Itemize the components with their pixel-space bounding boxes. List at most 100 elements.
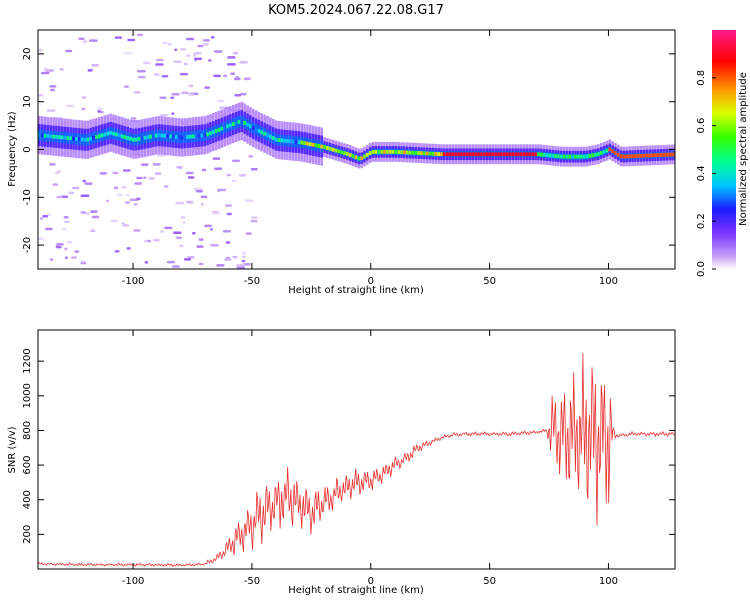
spectrogram-cell: [457, 152, 460, 157]
spectrogram-cell: [137, 137, 141, 141]
spectrogram-cell: [557, 154, 560, 159]
spectrogram-speckle: [230, 72, 236, 76]
spectrogram-cell: [383, 149, 386, 154]
spectrogram-cell: [109, 130, 112, 135]
spectrogram-speckle: [64, 256, 68, 260]
spectrogram-cell: [326, 146, 329, 150]
spectrogram-speckle: [129, 198, 139, 202]
spectrogram-cell: [297, 140, 301, 145]
spectrogram-cell: [306, 141, 309, 146]
spectrogram-speckle: [164, 226, 173, 230]
spectrogram-speckle: [121, 185, 127, 189]
spectrogram-cell: [360, 156, 363, 161]
spectrogram-speckle: [185, 171, 194, 175]
spectrogram-speckle: [241, 259, 246, 263]
spectrogram-speckle: [171, 112, 175, 115]
spectrogram-cell: [328, 146, 332, 151]
spectrogram-speckle: [251, 216, 258, 219]
spectrogram-cell: [206, 132, 209, 137]
spectrogram-cell: [551, 153, 555, 158]
spectrogram-cell: [568, 154, 572, 159]
spectrogram-speckle: [153, 238, 160, 242]
spectrogram-cell: [654, 153, 657, 158]
spectrogram-cell: [280, 138, 284, 143]
spectrogram-cell: [197, 133, 201, 138]
spectrogram-speckle: [57, 170, 61, 174]
spectrogram-cell: [622, 154, 626, 159]
spectrogram-cell: [92, 136, 95, 140]
x-tick-label: 100: [599, 276, 618, 287]
spectrogram-cell: [608, 147, 612, 152]
spectrogram-cell: [80, 137, 84, 142]
spectrogram-speckle: [234, 94, 242, 97]
spectrogram-cell: [183, 135, 187, 140]
spectrogram-cell: [243, 120, 246, 125]
spectrogram-cell: [639, 153, 643, 158]
spectrogram-cell: [525, 152, 529, 157]
spectrogram-cell: [277, 138, 281, 143]
spectrogram-speckle: [130, 117, 137, 120]
spectrogram-speckle: [243, 77, 251, 81]
colorbar-tick-label: 0.8: [696, 70, 707, 86]
spectrogram-speckle: [146, 239, 152, 243]
spectrogram-speckle: [114, 250, 120, 253]
x-tick-label: 0: [368, 576, 374, 587]
spectrogram-speckle: [124, 201, 130, 204]
spectrogram-xlabel: Height of straight line (km): [288, 285, 424, 296]
spectrogram-cell: [562, 154, 566, 159]
spectrogram-cell: [132, 137, 135, 142]
spectrogram-cell: [115, 132, 118, 137]
spectrogram-speckle: [204, 86, 210, 89]
spectrogram-cell: [60, 135, 64, 140]
spectrogram-speckle: [49, 88, 56, 92]
spectrogram-speckle: [233, 51, 239, 55]
spectrogram-speckle: [161, 74, 169, 78]
spectrogram-cell: [559, 154, 563, 159]
spectrogram-cell: [371, 149, 375, 154]
spectrogram-speckle: [105, 199, 110, 203]
spectrogram-speckle: [173, 60, 182, 64]
spectrogram-speckle: [172, 265, 180, 268]
spectrogram-cell: [66, 136, 70, 140]
x-tick-label: -100: [122, 276, 145, 287]
spectrogram-speckle: [171, 93, 180, 96]
spectrogram-speckle: [180, 48, 187, 51]
spectrogram-cell: [448, 152, 452, 157]
spectrogram-speckle: [159, 114, 168, 117]
spectrogram-speckle: [209, 228, 214, 231]
spectrogram-speckle: [213, 74, 221, 78]
spectrogram-speckle: [236, 266, 246, 269]
spectrogram-cell: [263, 131, 266, 136]
spectrogram-cell: [308, 142, 312, 147]
spectrogram-cell: [257, 128, 261, 133]
colorbar-ticks: 0.0 0.2 0.4 0.6 0.8: [696, 70, 716, 277]
spectrogram-speckle: [243, 262, 251, 266]
colorbar-tick-label: 0.0: [696, 261, 707, 277]
spectrogram-cell: [40, 133, 44, 138]
spectrogram-cell: [163, 133, 167, 138]
spectrogram-cell: [366, 152, 369, 157]
snr-ylabel: SNR (v/v): [7, 426, 18, 473]
spectrogram-cell: [631, 154, 634, 159]
spectrogram-cell: [417, 151, 420, 155]
spectrogram-cell: [662, 152, 666, 157]
spectrogram-speckle: [185, 37, 195, 41]
y-tick-label: -20: [22, 237, 33, 253]
spectrogram-speckle: [236, 264, 245, 267]
spectrogram-cell: [140, 136, 144, 141]
spectrogram-cell: [100, 133, 104, 138]
spectrogram-speckle: [136, 197, 141, 201]
spectrogram-cell: [517, 152, 520, 157]
spectrogram-cell: [394, 149, 398, 154]
spectrogram-cell: [539, 152, 543, 157]
spectrogram-speckle: [126, 247, 131, 250]
spectrogram-speckle: [65, 49, 73, 53]
spectrogram-cell: [534, 152, 537, 157]
spectrogram-cell: [460, 152, 463, 157]
spectrogram-cell: [671, 152, 674, 157]
spectrogram-speckle: [176, 236, 183, 240]
spectrogram-speckle: [167, 42, 172, 46]
spectrogram-cell: [434, 151, 438, 156]
spectrogram-speckle: [173, 231, 182, 235]
spectrogram-cell: [174, 135, 178, 139]
